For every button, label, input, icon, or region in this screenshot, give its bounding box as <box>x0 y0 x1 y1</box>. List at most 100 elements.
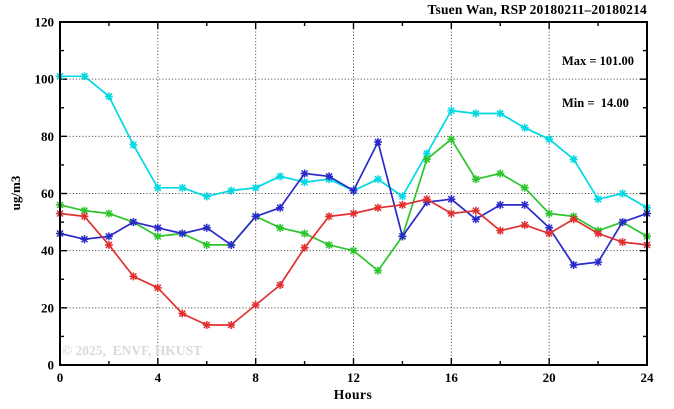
series-blue-marker-h19 <box>520 200 529 209</box>
series-cyan-marker-h14 <box>398 192 407 201</box>
series-cyan-marker-h20 <box>545 135 554 144</box>
series-red-marker-h3 <box>129 272 138 281</box>
series-blue-marker-h14 <box>398 232 407 241</box>
x-tick-label-0: 0 <box>57 370 64 385</box>
series-cyan-marker-h2 <box>104 92 113 101</box>
series-blue-marker-h18 <box>496 200 505 209</box>
series-cyan-marker-h16 <box>447 106 456 115</box>
series-cyan-marker-h4 <box>153 183 162 192</box>
x-tick-label-16: 16 <box>445 370 459 385</box>
series-blue-marker-h1 <box>80 235 89 244</box>
series-green-marker-h19 <box>520 183 529 192</box>
series-red-marker-h1 <box>80 212 89 221</box>
y-axis-label: ug/m3 <box>8 175 23 211</box>
series-red-marker-h7 <box>227 320 236 329</box>
plot-border <box>59 21 648 366</box>
x-tick-label-20: 20 <box>543 370 556 385</box>
series-blue-marker-h12 <box>349 186 358 195</box>
series-cyan-marker-h10 <box>300 178 309 187</box>
series-red-marker-h5 <box>178 309 187 318</box>
series-red-marker-h22 <box>594 229 603 238</box>
series-green-marker-h4 <box>153 232 162 241</box>
y-tick-label-80: 80 <box>41 129 54 144</box>
series-cyan-marker-h17 <box>471 109 480 118</box>
y-tick-label-120: 120 <box>35 15 55 30</box>
y-tick-label-100: 100 <box>35 72 55 87</box>
series-green-marker-h6 <box>202 240 211 249</box>
x-tick-label-4: 4 <box>155 370 162 385</box>
series-blue-marker-h11 <box>325 172 334 181</box>
series-blue-marker-h9 <box>276 203 285 212</box>
series-green-marker-h17 <box>471 175 480 184</box>
series-blue-marker-h5 <box>178 229 187 238</box>
series-red-marker-h15 <box>422 195 431 204</box>
series-green-marker-h20 <box>545 209 554 218</box>
watermark: © 2025, ENVF, HKUST <box>62 343 203 358</box>
x-tick-label-24: 24 <box>641 370 655 385</box>
series-blue-marker-h20 <box>545 223 554 232</box>
series-green-marker-h11 <box>325 240 334 249</box>
series-red-marker-h19 <box>520 220 529 229</box>
series-blue-marker-h6 <box>202 223 211 232</box>
series-cyan-marker-h21 <box>569 155 578 164</box>
series-cyan-marker-h7 <box>227 186 236 195</box>
y-tick-label-20: 20 <box>41 300 54 315</box>
series-red-marker-h11 <box>325 212 334 221</box>
series-red-marker-h20 <box>545 229 554 238</box>
series-red-marker-h6 <box>202 320 211 329</box>
series-green-marker-h2 <box>104 209 113 218</box>
series-green-marker-h18 <box>496 169 505 178</box>
series-red-marker-h18 <box>496 226 505 235</box>
series-blue-marker-h7 <box>227 240 236 249</box>
series-green-marker-h12 <box>349 246 358 255</box>
series-cyan-marker-h3 <box>129 140 138 149</box>
legend: Max = 101.00 Min = 14.00 <box>562 26 634 138</box>
series-green-marker-h9 <box>276 223 285 232</box>
series-blue-marker-h21 <box>569 260 578 269</box>
x-axis-label: Hours <box>333 387 373 402</box>
series-green-marker-h15 <box>422 155 431 164</box>
series-cyan-marker-h1 <box>80 72 89 81</box>
legend-min-line: Min = 14.00 <box>562 96 629 110</box>
y-tick-label-0: 0 <box>48 358 55 373</box>
series-green-marker-h13 <box>373 266 382 275</box>
x-tick-label-8: 8 <box>252 370 259 385</box>
series-cyan-marker-h8 <box>251 183 260 192</box>
series-cyan-marker-h13 <box>373 175 382 184</box>
series-red-marker-h9 <box>276 280 285 289</box>
series-cyan-marker-h23 <box>618 189 627 198</box>
series-red-marker-h21 <box>569 215 578 224</box>
series-cyan-marker-h15 <box>422 149 431 158</box>
series-cyan-marker-h22 <box>594 195 603 204</box>
series-red-marker-h10 <box>300 243 309 252</box>
series-red-marker-h14 <box>398 200 407 209</box>
series-cyan-marker-h19 <box>520 123 529 132</box>
series-red-marker-h4 <box>153 283 162 292</box>
series-blue-marker-h16 <box>447 195 456 204</box>
series-blue-marker-h17 <box>471 215 480 224</box>
series-green-marker-h1 <box>80 206 89 215</box>
series-blue-marker-h2 <box>104 232 113 241</box>
series-blue-marker-h23 <box>618 218 627 227</box>
x-tick-label-12: 12 <box>347 370 360 385</box>
series-red-marker-h8 <box>251 300 260 309</box>
series-red-marker-h17 <box>471 206 480 215</box>
series-blue-marker-h10 <box>300 169 309 178</box>
series-red-marker-h13 <box>373 203 382 212</box>
series-blue-marker-h4 <box>153 223 162 232</box>
series-cyan-marker-h9 <box>276 172 285 181</box>
chart-title: Tsuen Wan, RSP 20180211–20180214 <box>427 2 647 17</box>
series-red-marker-h12 <box>349 209 358 218</box>
series-blue-marker-h13 <box>373 138 382 147</box>
series-cyan-marker-h5 <box>178 183 187 192</box>
series-green-marker-h10 <box>300 229 309 238</box>
series-red-marker-h23 <box>618 238 627 247</box>
y-tick-label-60: 60 <box>41 186 54 201</box>
series-blue-marker-h3 <box>129 218 138 227</box>
legend-max-line: Max = 101.00 <box>562 54 635 68</box>
series-red-marker-h16 <box>447 209 456 218</box>
series-cyan-marker-h6 <box>202 192 211 201</box>
series-blue-marker-h22 <box>594 258 603 267</box>
